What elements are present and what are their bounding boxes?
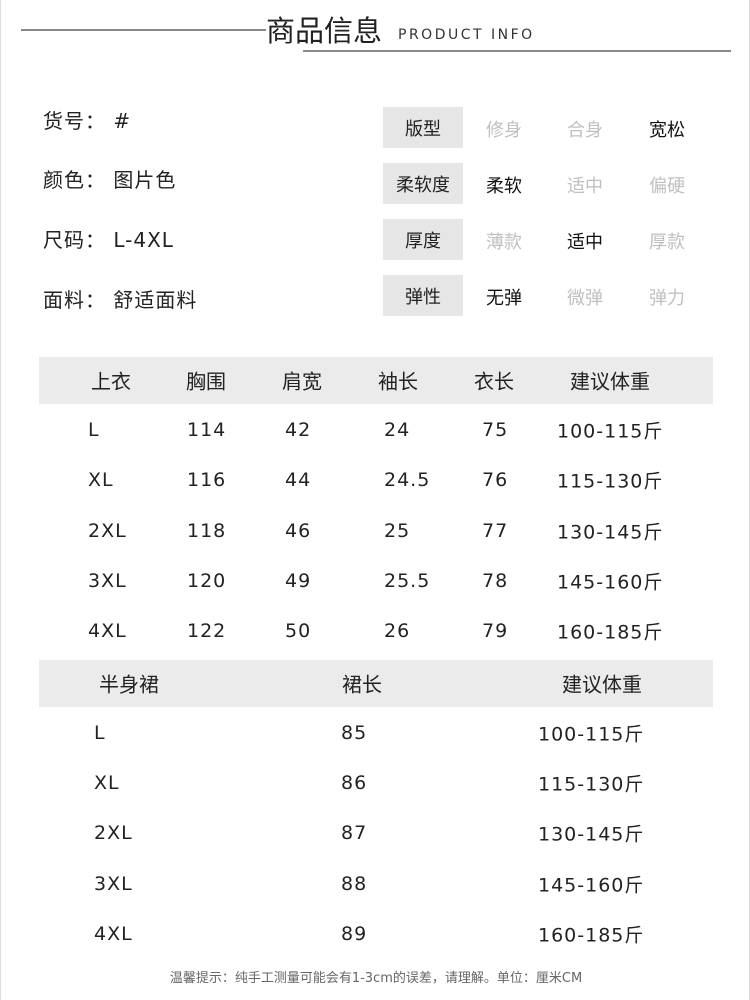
top-table-cell: 25	[384, 520, 411, 542]
skirt-table-header: 裙长	[342, 672, 382, 697]
skirt-table-cell: 85	[341, 722, 368, 744]
top-table-cell: 4XL	[88, 620, 127, 642]
skirt-table-cell: 86	[341, 772, 368, 794]
top-table-header: 建议体重	[570, 369, 650, 394]
attribute-option: 微弹	[567, 288, 603, 309]
top-table-cell: 130-145斤	[557, 521, 664, 544]
skirt-table-cell: 2XL	[94, 822, 133, 844]
top-table-cell: L	[88, 419, 100, 441]
attribute-option: 无弹	[486, 288, 522, 309]
header-line-left	[21, 29, 266, 31]
top-table-cell: 46	[285, 520, 312, 542]
top-table-cell: 78	[482, 570, 509, 592]
top-table-cell: 25.5	[384, 570, 431, 592]
skirt-table-cell: 100-115斤	[538, 723, 645, 746]
top-table-header: 衣长	[474, 369, 514, 394]
top-table-cell: 145-160斤	[557, 571, 664, 594]
skirt-table-cell: 87	[341, 822, 368, 844]
top-table-header: 上衣	[91, 369, 131, 394]
top-table-cell: 2XL	[88, 520, 127, 542]
skirt-table-cell: 89	[341, 923, 368, 945]
section-title: 商品信息	[266, 14, 383, 48]
info-0: 货号： #	[43, 109, 132, 133]
top-table-cell: 3XL	[88, 570, 127, 592]
top-table-cell: 122	[187, 620, 227, 642]
skirt-table-cell: 88	[341, 873, 368, 895]
skirt-table-cell: 4XL	[94, 923, 133, 945]
info-3: 面料： 舒适面料	[43, 288, 198, 312]
top-table-cell: 114	[187, 419, 227, 441]
top-table-cell: 76	[482, 469, 509, 491]
top-table-cell: 160-185斤	[557, 621, 664, 644]
attribute-option: 弹力	[649, 288, 685, 309]
attribute-label: 柔软度	[383, 163, 463, 204]
measurement-note: 温馨提示：纯手工测量可能会有1-3cm的误差，请理解。单位：厘米CM	[169, 971, 583, 986]
skirt-table-cell: 3XL	[94, 873, 133, 895]
top-table-header: 胸围	[186, 369, 226, 394]
top-table-cell: 77	[482, 520, 509, 542]
info-2: 尺码： L-4XL	[43, 228, 174, 252]
skirt-table-header: 建议体重	[562, 672, 642, 697]
top-table-header: 肩宽	[282, 369, 322, 394]
skirt-table-cell: XL	[94, 772, 120, 794]
attribute-option: 适中	[567, 176, 603, 197]
skirt-table-header: 半身裙	[99, 672, 159, 697]
top-table-cell: 49	[285, 570, 312, 592]
attribute-option: 宽松	[649, 120, 685, 141]
top-table-cell: 75	[482, 419, 509, 441]
header-line-right	[303, 50, 731, 52]
top-table-cell: 116	[187, 469, 227, 491]
top-table-cell: 26	[384, 620, 411, 642]
attribute-label: 版型	[383, 107, 463, 148]
top-table-cell: 44	[285, 469, 312, 491]
skirt-table-header-band	[39, 660, 713, 707]
attribute-label: 厚度	[383, 219, 463, 260]
top-table-cell: 42	[285, 419, 312, 441]
top-table-header-band	[39, 357, 713, 404]
top-table-cell: 79	[482, 620, 509, 642]
skirt-table-cell: 115-130斤	[538, 773, 645, 796]
skirt-table-cell: L	[94, 722, 106, 744]
top-table-cell: 115-130斤	[557, 470, 664, 493]
top-table-cell: 24	[384, 419, 411, 441]
top-table-cell: XL	[88, 469, 114, 491]
top-table-cell: 50	[285, 620, 312, 642]
attribute-option: 柔软	[486, 176, 522, 197]
attribute-option: 薄款	[486, 232, 522, 253]
info-1: 颜色： 图片色	[43, 168, 177, 192]
attribute-option: 厚款	[649, 232, 685, 253]
attribute-option: 偏硬	[649, 176, 685, 197]
skirt-table-cell: 145-160斤	[538, 874, 645, 897]
top-table-cell: 120	[187, 570, 227, 592]
top-table-header: 袖长	[378, 369, 418, 394]
top-table-cell: 24.5	[384, 469, 431, 491]
attribute-label: 弹性	[383, 275, 463, 316]
attribute-option: 修身	[486, 120, 522, 141]
skirt-table-cell: 130-145斤	[538, 823, 645, 846]
attribute-option: 适中	[567, 232, 603, 253]
top-table-cell: 100-115斤	[557, 420, 664, 443]
top-table-cell: 118	[187, 520, 227, 542]
attribute-option: 合身	[567, 120, 603, 141]
skirt-table-cell: 160-185斤	[538, 924, 645, 947]
section-subtitle: PRODUCT INFO	[398, 27, 535, 43]
